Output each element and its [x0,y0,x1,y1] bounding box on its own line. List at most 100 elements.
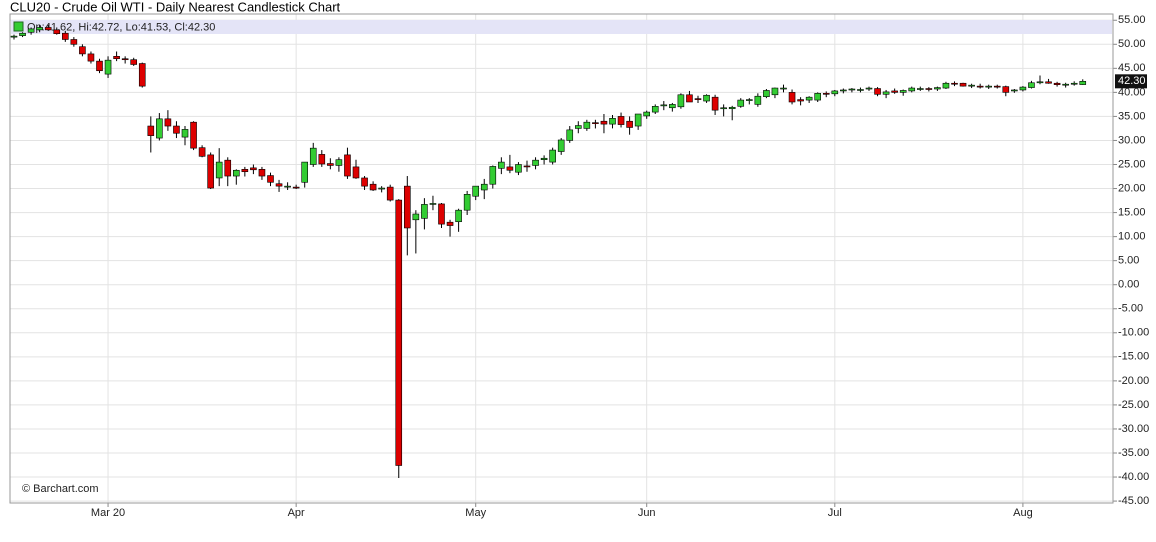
candle-body [429,203,437,205]
candle-body [523,165,531,168]
y-tick-label: 45.00 [1118,62,1146,74]
y-tick-label: -25.00 [1118,399,1149,411]
candle-body [61,32,69,40]
candle-body [600,120,608,125]
candle-body [857,89,864,91]
candle-body [455,209,462,223]
candle-body [771,87,779,96]
candle-body [190,121,197,149]
candle-body [446,221,454,226]
candle-body [36,27,43,31]
candle-body [79,46,86,55]
y-tick-label: 35.00 [1118,110,1146,122]
x-tick-label: Jul [828,507,842,519]
candle-body [651,106,659,113]
candle-body [1011,89,1018,92]
candle-body [976,85,984,88]
candle-body [959,82,967,87]
candle-body [378,187,385,190]
candle-body [489,166,497,185]
y-tick-label: 30.00 [1118,134,1146,146]
candle-body [147,125,155,136]
candle-body [934,87,941,90]
candle-body [899,90,907,93]
candle-body [1036,81,1044,84]
plot-frame [9,13,1114,504]
candle-body [985,85,993,88]
candle-body [318,154,326,165]
candle-body [309,147,317,165]
candle-body [498,161,505,169]
y-tick-label: 55.00 [1118,14,1146,26]
candle-body [233,169,240,177]
y-tick-label: 25.00 [1118,158,1146,170]
candle-body [130,59,137,65]
candle-body [951,82,958,85]
candle-body [44,27,52,31]
candle-body [301,161,309,183]
candle-body [968,84,975,87]
credit: © Barchart.com [22,483,99,495]
candle-body [258,169,266,177]
candle-body [703,94,710,102]
candle-body [70,39,78,45]
candle-body [506,166,514,171]
candle-body [848,88,856,91]
candle-body [737,99,745,107]
candle-body [121,58,129,61]
candle-body [711,96,719,111]
x-tick-label: Aug [1013,507,1033,519]
candle-body [1028,82,1035,88]
candle-body [480,183,488,191]
candle-body [669,104,676,109]
candle-body [540,157,548,160]
candle-body [694,98,702,100]
candle-body [925,88,933,90]
y-tick-label: -5.00 [1118,303,1143,315]
candle-body [532,159,539,166]
x-tick-label: Jun [638,507,656,519]
y-tick-label: 5.00 [1118,255,1139,267]
candle-body [10,35,18,38]
candle-body [181,129,189,138]
plot-area [10,14,1113,503]
candle-body [96,60,103,72]
candle-body [327,163,334,166]
candle-body [660,104,668,107]
y-tick-label: -20.00 [1118,375,1149,387]
candle-body [814,93,822,101]
last-price-box [1115,74,1147,89]
candle-body [198,147,206,157]
y-tick-label: 20.00 [1118,182,1146,194]
candle-body [720,107,727,110]
candle-body [634,113,642,127]
candle-body [412,213,420,221]
y-tick-label: -35.00 [1118,447,1149,459]
y-tick-label: 15.00 [1118,206,1146,218]
candle-body [164,118,172,127]
candle-body [780,87,787,90]
candle-body [865,87,873,90]
candle-body [156,118,163,139]
x-tick-label: Mar 20 [91,507,125,519]
candle-body [250,167,257,171]
y-tick-label: -30.00 [1118,423,1149,435]
candle-body [916,88,924,90]
candle-body [942,82,950,89]
candle-body [1062,83,1069,86]
candle-body [763,90,770,98]
candle-body [1019,86,1027,91]
candle-body [361,177,368,187]
y-tick-label: 10.00 [1118,231,1146,243]
candle-body [1053,82,1061,85]
candle-body [566,129,574,141]
candle-body [557,139,565,152]
candle-body [831,90,839,95]
candle-body [643,111,651,117]
candle-body [574,125,582,129]
candle-body [472,185,480,197]
candle-body [138,63,146,87]
y-tick-label: -40.00 [1118,471,1149,483]
candle-body [1002,86,1010,93]
